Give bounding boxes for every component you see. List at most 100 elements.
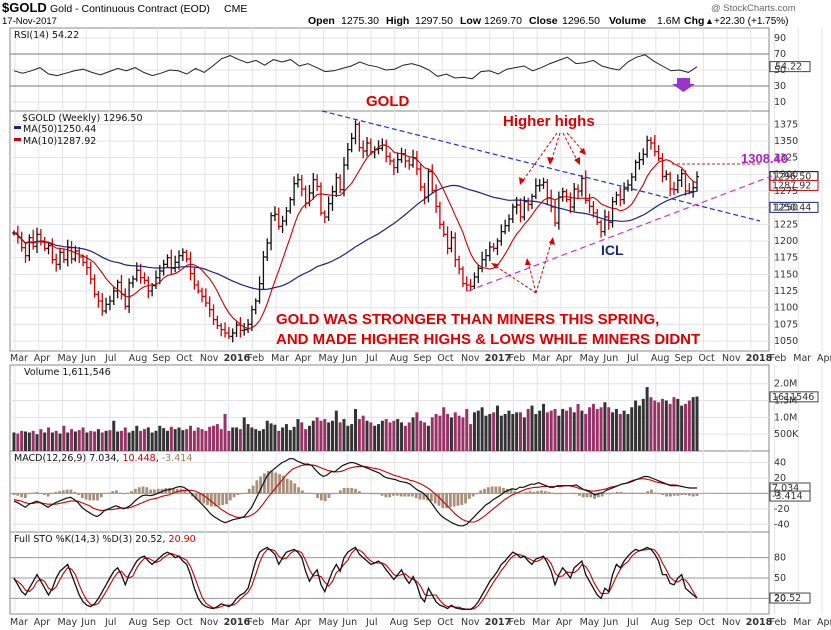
x-tick-label: Feb	[247, 617, 264, 628]
volume-bar	[215, 424, 219, 451]
x-tick-label: Jul	[626, 353, 638, 364]
price-bar	[299, 175, 304, 197]
x-tick-label: Sep	[414, 353, 432, 364]
macd-histogram-bar	[312, 493, 316, 495]
price-bar	[625, 179, 630, 192]
ma50-legend-value: 1250.44	[57, 124, 96, 135]
volume-bar	[369, 422, 373, 451]
volume-bar	[365, 420, 369, 451]
price-bar	[453, 232, 458, 267]
price-bar	[460, 266, 465, 287]
price-bar	[288, 197, 293, 214]
macd-histogram-bar	[39, 493, 42, 494]
volume-bar	[469, 424, 473, 451]
price-bar	[487, 241, 492, 261]
price-bar	[491, 243, 496, 252]
volume-bar	[185, 429, 189, 451]
volume-bar	[653, 400, 657, 451]
price-bar	[476, 265, 481, 283]
macd-histogram-bar	[357, 491, 361, 494]
x-tick-label: Mar	[532, 617, 550, 628]
macd-histogram-bar	[494, 486, 498, 494]
volume-bar	[227, 430, 231, 451]
macd-histogram-bar	[502, 488, 505, 494]
macd-histogram-bar	[627, 492, 631, 494]
annotations: GOLD Higher highs 1308.40 ICL GOLD WAS S…	[276, 78, 788, 348]
macd-histogram-bar	[612, 492, 615, 494]
macd-histogram-bar	[213, 493, 217, 507]
volume-bar	[626, 414, 630, 451]
volume-bar	[212, 425, 216, 451]
macd-histogram-bar	[619, 491, 623, 494]
macd-histogram-bar	[593, 493, 596, 499]
volume-bar	[204, 430, 208, 451]
x-tick-label: 2018	[746, 617, 773, 628]
x-tick-label: Apr	[556, 353, 573, 364]
instrument-name: Gold - Continuous Contract (EOD)	[50, 3, 210, 15]
price-bar	[464, 276, 469, 292]
price-bar	[683, 170, 688, 196]
volume-bar	[599, 407, 603, 451]
hl-arrow-3	[535, 239, 553, 294]
price-bar	[200, 287, 205, 303]
sto-tick-label: 20	[774, 593, 786, 604]
ma10-legend-swatch	[14, 138, 21, 141]
rsi-tick-label: 10	[774, 97, 786, 108]
macd-histogram-bar	[209, 493, 213, 507]
price-bar	[261, 251, 266, 290]
hh-arrowhead-3	[574, 157, 580, 165]
x-tick-label: Oct	[176, 353, 193, 364]
price-tick-label: 1325	[774, 153, 798, 164]
price-bar	[138, 263, 143, 284]
price-bar	[326, 196, 331, 221]
volume-bar	[430, 417, 434, 451]
price-tag-value: 1287.92	[772, 180, 811, 191]
volume-tag-value: 1611546	[772, 392, 814, 403]
ma10-line	[13, 144, 698, 330]
volume-bar	[588, 407, 592, 451]
x-tick-label: Aug	[651, 353, 670, 364]
price-bar	[223, 322, 228, 338]
price-bar	[276, 207, 281, 230]
price-axis-tag: 1287.92	[769, 179, 819, 191]
volume-bar	[284, 424, 288, 451]
price-bar	[253, 298, 258, 315]
macd-histogram-bar	[384, 493, 388, 498]
volume-bar	[334, 410, 338, 451]
price-bar	[441, 221, 446, 237]
price-bar	[472, 272, 477, 289]
macd-histogram-bar	[54, 491, 58, 494]
volume-bar	[173, 429, 177, 451]
macd-histogram-bar	[80, 493, 84, 499]
rsi-line	[13, 54, 698, 80]
macd-histogram-bar	[585, 493, 589, 498]
volume-bar	[169, 426, 173, 451]
open-label: Open	[308, 15, 335, 27]
rsi-tick-label: 90	[774, 33, 786, 44]
macd-histogram-bar	[452, 493, 456, 507]
volume-bar	[154, 430, 158, 451]
price-bar	[365, 137, 370, 157]
price-bar	[641, 148, 646, 165]
higher-highs-arrows	[493, 132, 585, 294]
macd-histogram-bar	[559, 493, 562, 495]
sto-title-value-2: 20.90	[169, 534, 196, 545]
macd-histogram-bar	[331, 493, 335, 495]
macd-histogram-bar	[638, 492, 642, 494]
price-bar	[192, 267, 197, 290]
macd-histogram-bar	[20, 493, 23, 498]
macd-histogram-bar	[73, 491, 77, 494]
price-bar	[564, 189, 569, 203]
rsi-last-tag: 54.22	[769, 61, 811, 73]
x-tick-label: May	[319, 353, 339, 364]
volume-bar	[265, 420, 269, 451]
x-tick-label: Sep	[152, 617, 170, 628]
macd-histogram-bar	[646, 491, 650, 494]
volume-bar	[465, 408, 469, 451]
x-tick-label: Aug	[651, 617, 670, 628]
price-tick-label: 1300	[774, 169, 798, 180]
volume-bar	[576, 403, 580, 451]
x-tick-label: Feb	[770, 353, 787, 364]
macd-histogram-bar	[346, 488, 350, 494]
